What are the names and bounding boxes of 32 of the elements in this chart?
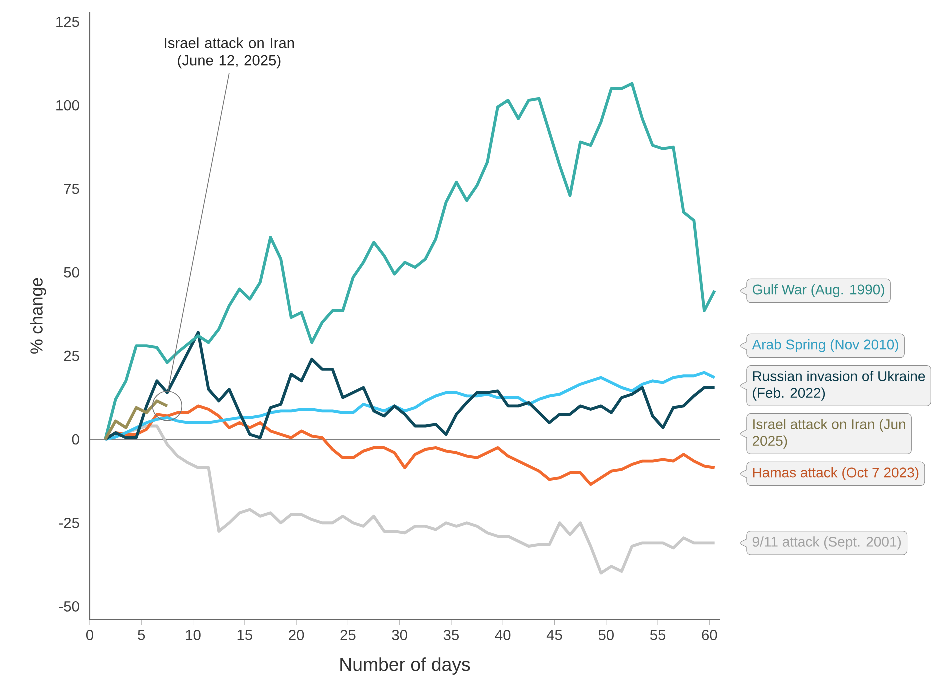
x-tick-label: 5 (138, 630, 146, 640)
x-tick-label: 20 (289, 630, 304, 640)
x-tick-label: 15 (238, 630, 252, 640)
x-tick-label: 60 (702, 630, 718, 640)
x-tick-label: 10 (186, 630, 201, 640)
text: Israel attack on Iran (Jun 2025) (752, 419, 906, 449)
line-series (104, 331, 716, 442)
annotation: Israel attack on Iran (June 12, 2025) (165, 38, 294, 69)
y-tick-label: 0 (72, 434, 80, 445)
text: Hamas attack (Oct 7 2023) (753, 467, 919, 480)
y-tick-label: 75 (64, 184, 80, 194)
line-series (104, 82, 716, 442)
y-tick-label: 25 (64, 350, 80, 362)
text: Arab Spring (Nov 2010) (752, 339, 898, 352)
x-tick-label: 45 (546, 630, 562, 640)
y-axis-title: % change (30, 278, 46, 354)
text: 9/11 attack (Sept. 2001) (752, 536, 902, 550)
x-tick-label: 0 (86, 630, 94, 640)
text: Gulf War (Aug. 1990) (752, 284, 884, 298)
x-tick-label: 25 (340, 630, 356, 640)
x-tick-label: 55 (650, 630, 666, 640)
x-tick-label: 50 (598, 630, 614, 640)
y-tick-label: 100 (56, 100, 80, 111)
x-tick-label: 30 (392, 630, 408, 640)
x-tick-label: 40 (495, 630, 511, 640)
x-tick-label: 35 (444, 630, 460, 640)
x-axis-title: Number of days (340, 658, 470, 675)
y-tick-label: 50 (64, 267, 80, 278)
y-tick-label: 125 (56, 16, 80, 28)
y-tick-label: -50 (59, 601, 80, 612)
text: Russian invasion of Ukraine (Feb. 2022) (753, 371, 926, 401)
y-tick-label: -25 (59, 518, 80, 528)
